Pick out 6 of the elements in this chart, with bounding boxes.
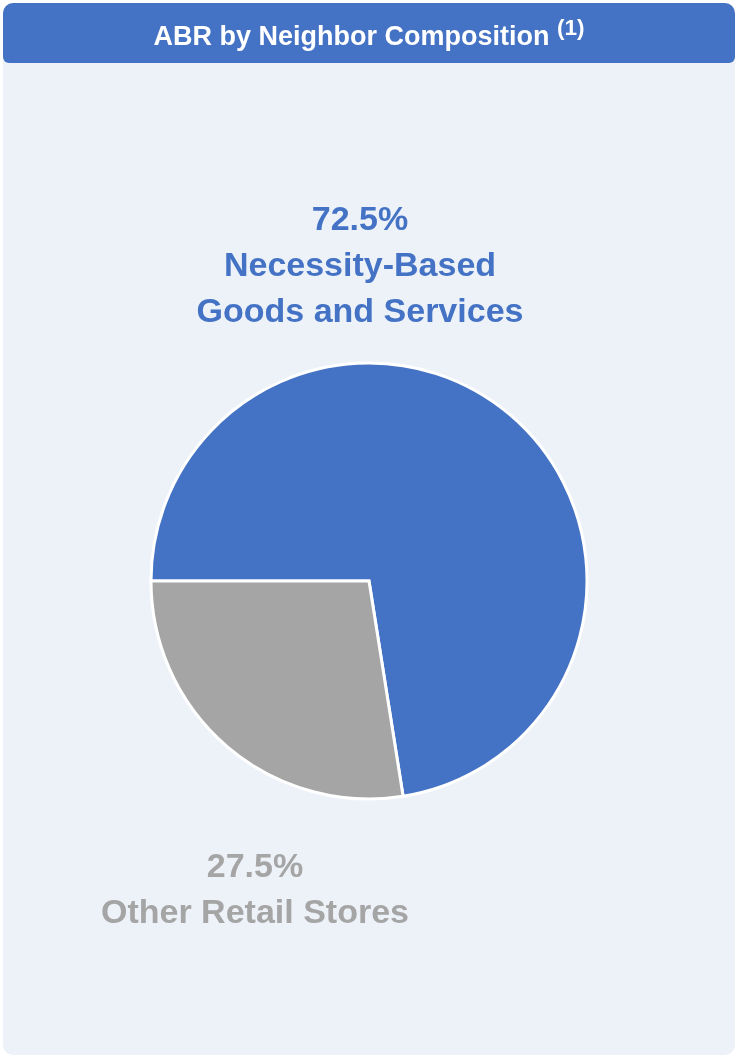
data-label: 72.5%: [310, 198, 410, 239]
data-label: 27.5%: [205, 845, 305, 886]
slice-label: Other Retail Stores: [100, 891, 410, 932]
pie-slice: [149, 361, 589, 798]
slice-label: Necessity-Based Goods and Services: [195, 244, 525, 331]
chart-title: ABR by Neighbor Composition $^{(1)}$: [153, 14, 585, 52]
